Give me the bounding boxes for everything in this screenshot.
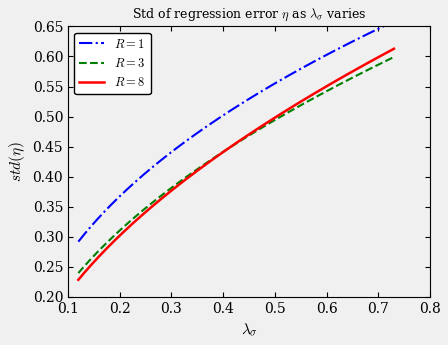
$R=8$ [134,217,140,221]
$R=1$ [391,19,396,23]
$R=3$ [76,271,81,275]
$R=1$ [364,32,370,36]
$R=8$ [88,263,94,267]
$R=8$ [375,55,381,59]
X-axis label: $\lambda_\sigma$: $\lambda_\sigma$ [241,321,258,338]
$R=1$ [95,217,100,221]
$R=8$ [76,278,81,282]
$R=3$ [88,257,94,261]
Line: $R=3$: $R=3$ [78,57,394,273]
Y-axis label: $std(\eta)$: $std(\eta)$ [7,141,27,182]
$R=3$ [364,68,370,72]
Title: Std of regression error $\eta$ as $\lambda_\sigma$ varies: Std of regression error $\eta$ as $\lamb… [132,7,366,23]
$R=3$ [95,250,100,254]
$R=3$ [134,213,140,217]
$R=1$ [134,178,140,183]
$R=3$ [391,55,396,59]
$R=1$ [375,27,381,31]
$R=8$ [95,256,100,260]
Line: $R=8$: $R=8$ [78,49,394,280]
$R=1$ [88,224,94,228]
$R=8$ [364,61,370,66]
$R=1$ [76,239,81,244]
$R=8$ [159,196,165,200]
$R=3$ [375,63,381,67]
$R=3$ [159,193,165,197]
Legend: $R=1$, $R=3$, $R=8$: $R=1$, $R=3$, $R=8$ [74,33,151,94]
Line: $R=1$: $R=1$ [78,21,394,241]
$R=1$ [159,157,165,161]
$R=8$ [391,47,396,51]
